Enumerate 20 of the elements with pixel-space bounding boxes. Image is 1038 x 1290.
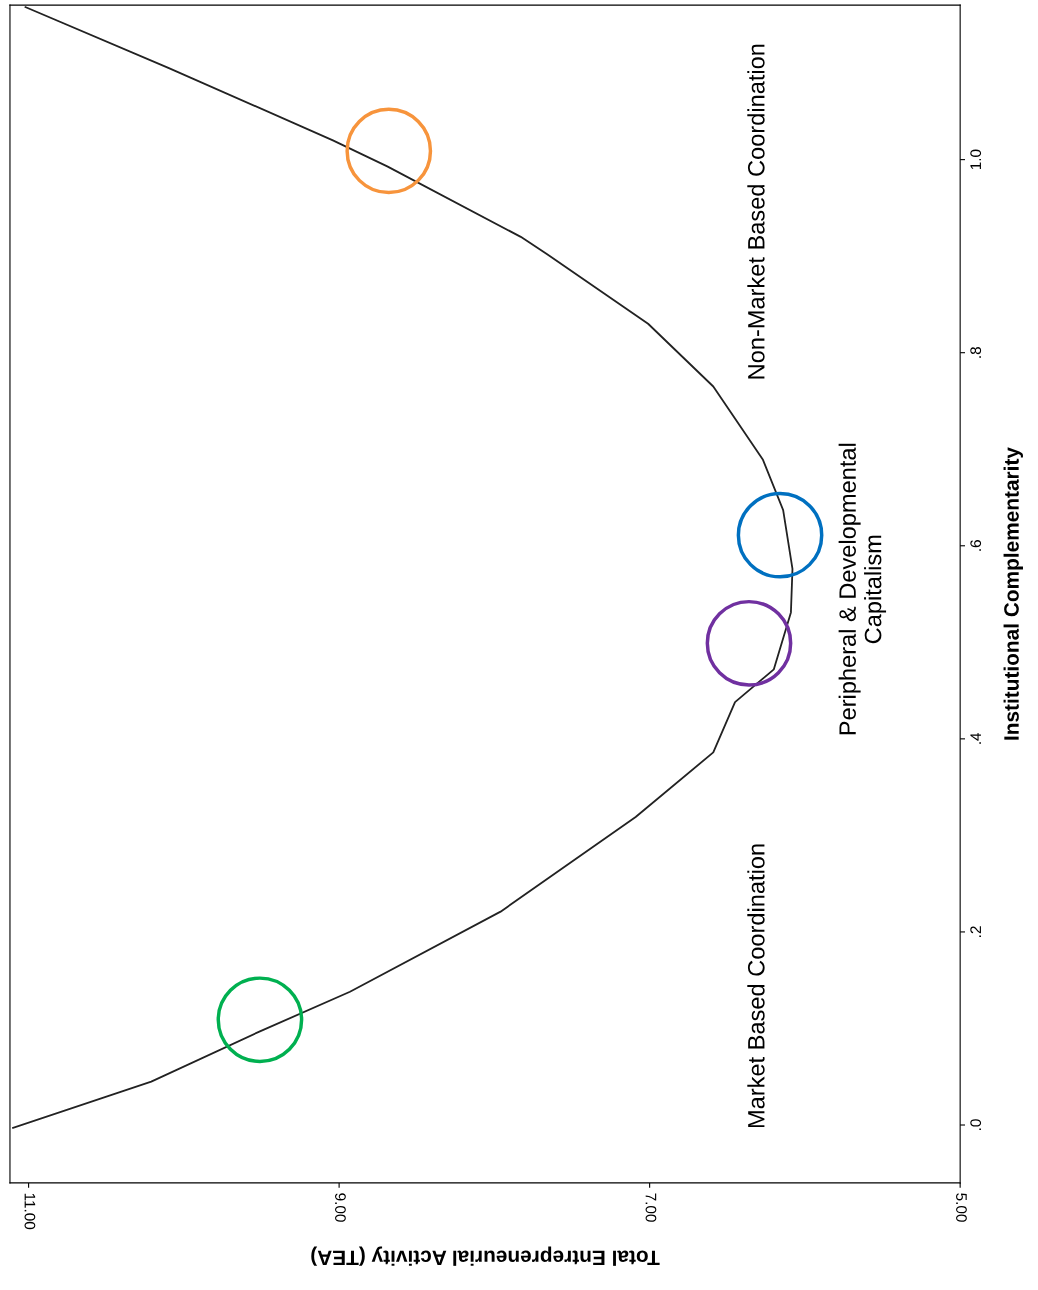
y-tick-label: .6 bbox=[970, 540, 982, 551]
x-tick-label: 11.00 bbox=[24, 1193, 36, 1230]
x-tick-label: 7.00 bbox=[645, 1193, 657, 1222]
line-series bbox=[12, 6, 794, 1129]
point bbox=[705, 599, 793, 687]
point bbox=[736, 491, 824, 579]
annotation: Market Based Coordination bbox=[747, 844, 765, 1128]
x-axis-title: Total Entrepreneurial Activity (TEA) bbox=[311, 1246, 660, 1266]
y-tick-label: .8 bbox=[970, 346, 982, 358]
point bbox=[345, 107, 433, 195]
x-tick-label: 9.00 bbox=[335, 1193, 346, 1222]
annotation: Peripheral & Developmental Capitalism bbox=[838, 443, 887, 735]
x-tick-label: 5.00 bbox=[956, 1193, 967, 1222]
y-tick-label: .0 bbox=[970, 1119, 982, 1130]
y-tick-label: .4 bbox=[970, 732, 981, 744]
point bbox=[216, 976, 304, 1064]
y-axis-title: Institutional Complementarity bbox=[1003, 447, 1023, 740]
annotation: Non-Market Based Coordination bbox=[747, 44, 765, 379]
y-tick-label: 1.0 bbox=[970, 149, 982, 170]
y-tick-label: .2 bbox=[970, 926, 981, 937]
